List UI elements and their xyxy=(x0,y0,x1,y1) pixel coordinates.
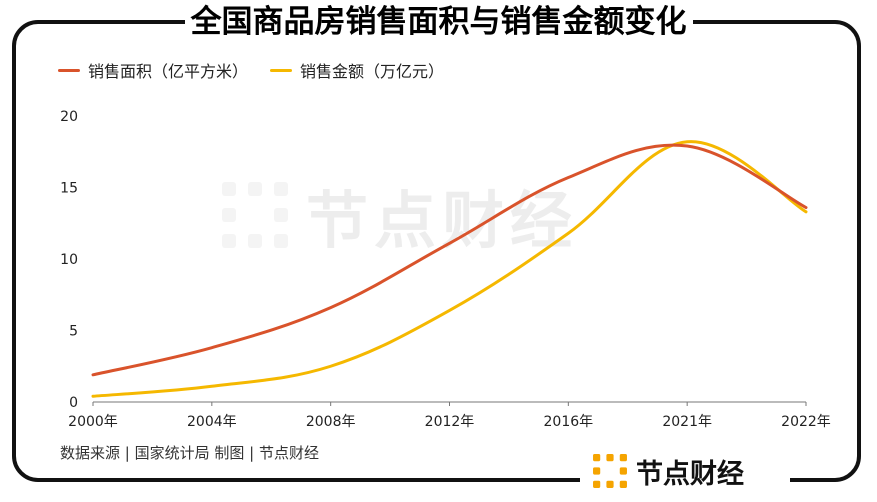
x-tick-label: 2021年 xyxy=(662,414,712,430)
x-tick-label: 2016年 xyxy=(544,414,594,430)
legend-item-area: 销售面积（亿平方米） xyxy=(58,58,248,82)
legend-swatch-amount xyxy=(270,68,293,72)
watermark-logo-icon xyxy=(222,182,288,248)
x-tick-label: 2022年 xyxy=(781,414,831,430)
chart-title: 全国商品房销售面积与销售金额变化 xyxy=(184,2,693,42)
y-tick-label: 10 xyxy=(60,252,78,268)
legend: 销售面积（亿平方米） 销售金额（万亿元） xyxy=(58,58,466,82)
y-axis: 0 5 10 15 20 xyxy=(60,109,78,411)
legend-label-area: 销售面积（亿平方米） xyxy=(88,62,249,81)
title-wrap: 全国商品房销售面积与销售金额变化 xyxy=(0,2,877,42)
y-tick-label: 0 xyxy=(69,395,78,411)
y-tick-label: 20 xyxy=(60,109,78,125)
series-line-area xyxy=(91,143,808,377)
x-tick-label: 2000年 xyxy=(68,414,118,430)
x-tick-label: 2008年 xyxy=(306,414,356,430)
brand-badge: 节点财经 xyxy=(580,447,790,495)
series-line-amount xyxy=(91,140,808,398)
y-tick-label: 5 xyxy=(69,324,78,340)
x-tick-label: 2004年 xyxy=(187,414,237,430)
legend-swatch-area xyxy=(58,68,80,72)
legend-label-amount: 销售金额（万亿元） xyxy=(300,62,445,81)
x-tick-label: 2012年 xyxy=(425,414,475,430)
brand-name: 节点财经 xyxy=(636,458,744,490)
legend-item-amount: 销售金额（万亿元） xyxy=(270,58,444,82)
series-group xyxy=(91,140,808,398)
source-note: 数据来源 | 国家统计局 制图 | 节点财经 xyxy=(60,444,319,462)
y-tick-label: 15 xyxy=(60,181,78,197)
x-axis: 2000年 2004年 2008年 2012年 2016年 2021年 2022年 xyxy=(68,402,831,430)
brand-logo-icon xyxy=(593,454,627,488)
